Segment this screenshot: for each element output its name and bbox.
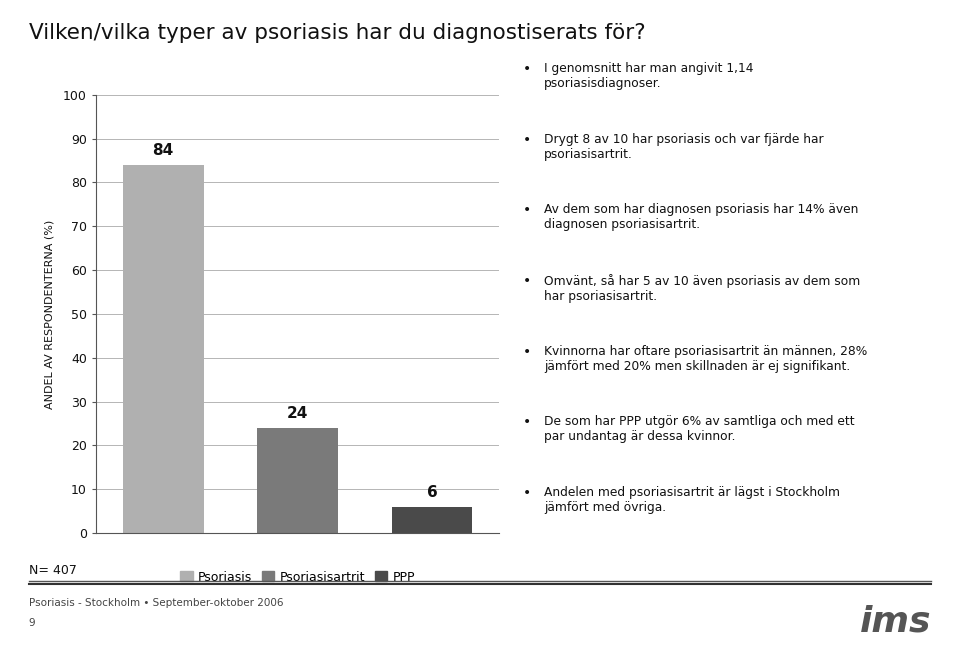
Bar <box>123 165 204 533</box>
Bar <box>392 507 472 533</box>
Bar <box>257 428 338 533</box>
Text: 6: 6 <box>426 485 438 500</box>
Text: •: • <box>523 345 532 358</box>
Text: ims: ims <box>860 605 931 639</box>
Text: N= 407: N= 407 <box>29 564 77 577</box>
Text: 84: 84 <box>153 143 174 158</box>
Text: Av dem som har diagnosen psoriasis har 14% även
diagnosen psoriasisartrit.: Av dem som har diagnosen psoriasis har 1… <box>544 203 858 232</box>
Text: 9: 9 <box>29 618 36 628</box>
Text: Omvänt, så har 5 av 10 även psoriasis av dem som
har psoriasisartrit.: Omvänt, så har 5 av 10 även psoriasis av… <box>544 274 860 303</box>
Text: Drygt 8 av 10 har psoriasis och var fjärde har
psoriasisartrit.: Drygt 8 av 10 har psoriasis och var fjär… <box>544 133 824 161</box>
Text: •: • <box>523 133 532 146</box>
Text: 24: 24 <box>287 406 308 421</box>
Text: •: • <box>523 415 532 429</box>
Text: •: • <box>523 62 532 76</box>
Text: Psoriasis - Stockholm • September-oktober 2006: Psoriasis - Stockholm • September-oktobe… <box>29 598 283 608</box>
Y-axis label: ANDEL AV RESPONDENTERNA (%): ANDEL AV RESPONDENTERNA (%) <box>45 219 55 409</box>
Text: •: • <box>523 203 532 217</box>
Text: De som har PPP utgör 6% av samtliga och med ett
par undantag är dessa kvinnor.: De som har PPP utgör 6% av samtliga och … <box>544 415 855 443</box>
Text: Andelen med psoriasisartrit är lägst i Stockholm
jämfört med övriga.: Andelen med psoriasisartrit är lägst i S… <box>544 486 840 514</box>
Text: I genomsnitt har man angivit 1,14
psoriasisdiagnoser.: I genomsnitt har man angivit 1,14 psoria… <box>544 62 754 90</box>
Text: •: • <box>523 274 532 288</box>
Text: •: • <box>523 486 532 500</box>
Text: Kvinnorna har oftare psoriasisartrit än männen, 28%
jämfört med 20% men skillnad: Kvinnorna har oftare psoriasisartrit än … <box>544 345 868 373</box>
Text: Vilken/vilka typer av psoriasis har du diagnostiserats för?: Vilken/vilka typer av psoriasis har du d… <box>29 23 645 43</box>
Legend: Psoriasis, Psoriasisartrit, PPP: Psoriasis, Psoriasisartrit, PPP <box>176 566 420 589</box>
